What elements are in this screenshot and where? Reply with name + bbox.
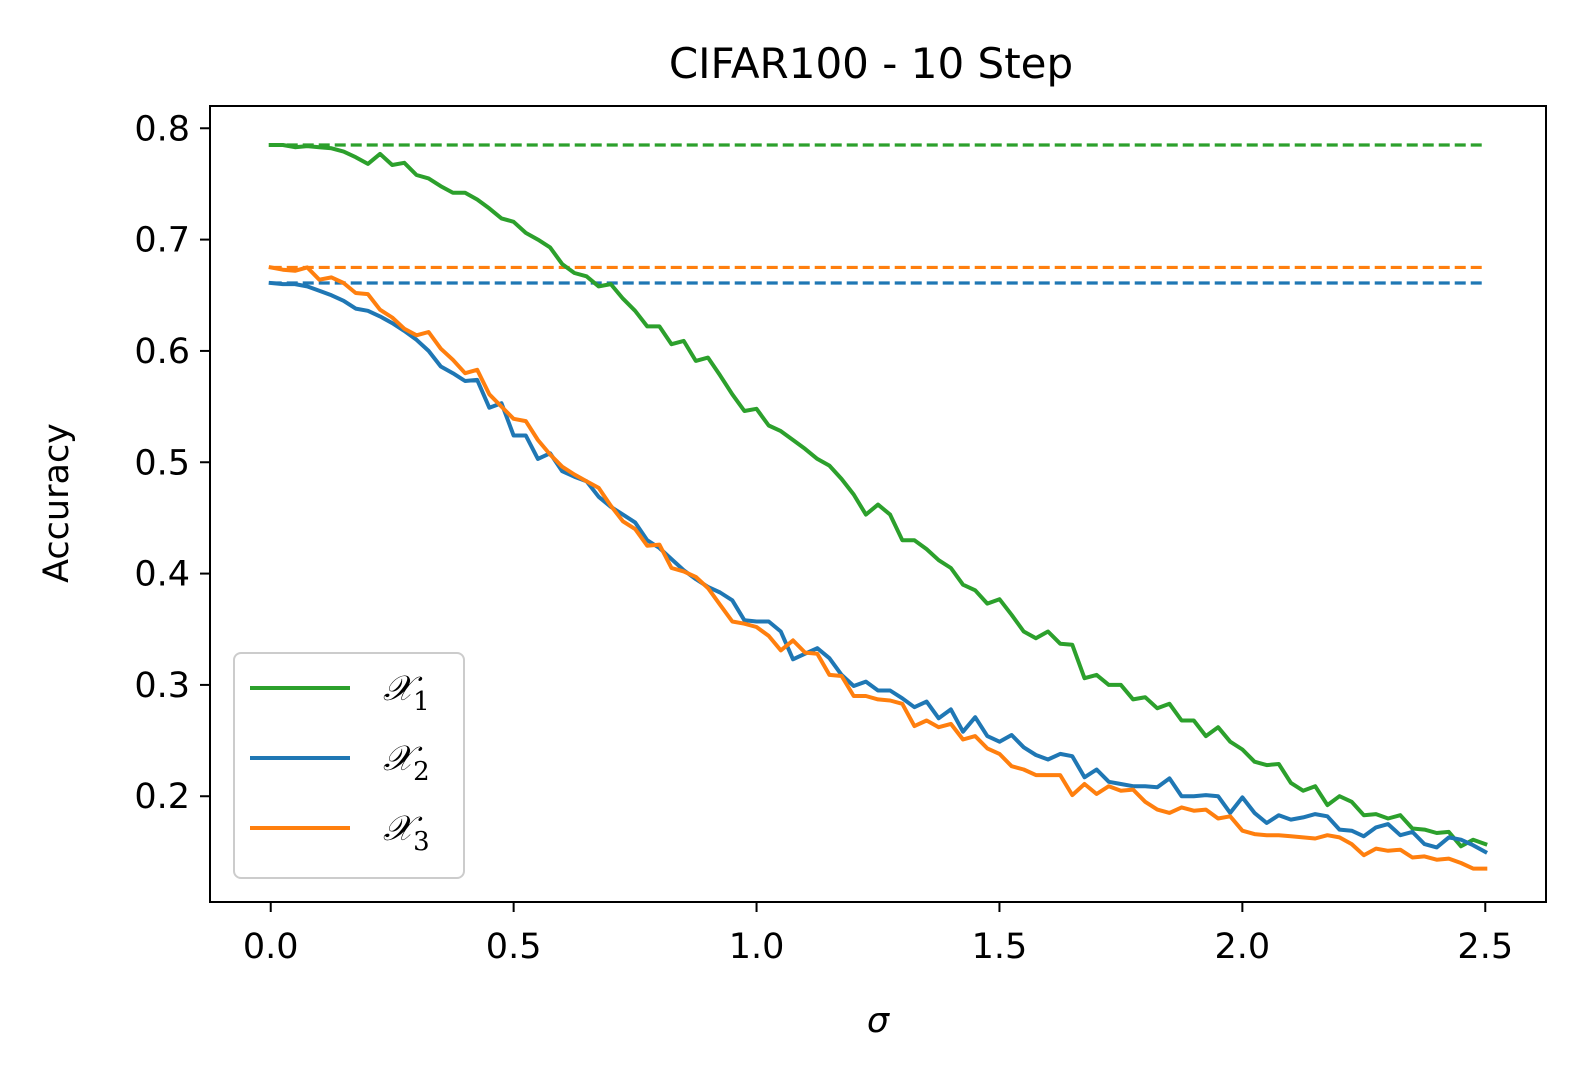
- y-axis-ticks: 0.2 0.3 0.4 0.5 0.6 0.7 0.8: [134, 109, 210, 817]
- series-line-2: [268, 280, 1489, 855]
- baselines-group: [270, 143, 1486, 285]
- chart-title: CIFAR100 - 10 Step: [669, 39, 1073, 88]
- series-lines-group: [268, 143, 1489, 871]
- series-line-3: [268, 265, 1488, 871]
- y-tick-label: 0.2: [134, 777, 190, 817]
- x-tick-label: 2.0: [1215, 927, 1271, 967]
- y-tick-label: 0.8: [134, 109, 190, 149]
- y-axis-label: Accuracy: [37, 423, 77, 583]
- series-line-1: [268, 143, 1488, 849]
- x-tick-label: 1.0: [729, 927, 785, 967]
- plot-frame: [209, 105, 1547, 903]
- y-tick-label: 0.3: [134, 666, 190, 706]
- x-tick-label: 1.5: [972, 927, 1028, 967]
- x-axis-ticks: 0.0 0.5 1.0 1.5 2.0 2.5: [243, 902, 1513, 967]
- y-tick-label: 0.6: [134, 332, 190, 372]
- y-tick-label: 0.4: [134, 555, 190, 595]
- y-tick-label: 0.5: [134, 443, 190, 483]
- x-tick-label: 0.5: [486, 927, 542, 967]
- x-tick-label: 0.0: [243, 927, 299, 967]
- legend-box: [233, 652, 465, 879]
- y-tick-label: 0.7: [134, 221, 190, 261]
- x-tick-label: 2.5: [1457, 927, 1513, 967]
- x-axis-label: σ: [867, 1001, 891, 1041]
